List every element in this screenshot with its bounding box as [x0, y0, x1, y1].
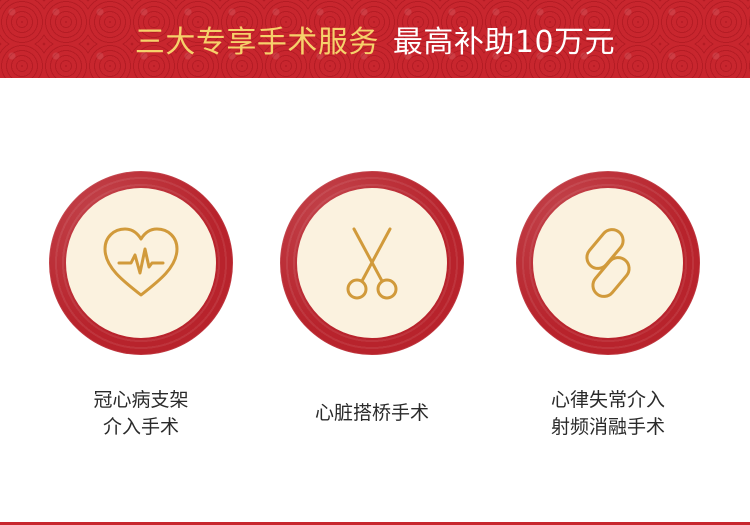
service-label-line2: 射频消融手术: [550, 416, 665, 438]
header-banner: 三大专享手术服务 最高补助10万元: [0, 0, 750, 78]
service-card-coronary-stent: [49, 171, 233, 355]
service-label-line2: 介入手术: [102, 416, 179, 438]
service-card-bypass: [280, 171, 464, 355]
service-icon-ring: [516, 171, 700, 355]
page-title: 三大专享手术服务 最高补助10万元: [0, 0, 750, 78]
service-label-coronary-stent: 冠心病支架 介入手术: [31, 387, 251, 441]
bottom-divider: [0, 522, 750, 525]
service-label-line1: 冠心病支架: [93, 389, 189, 411]
service-label-arrhythmia: 心律失常介入 射频消融手术: [498, 387, 718, 441]
title-subsidy: 最高补助10万元: [392, 25, 616, 60]
service-label-bypass: 心脏搭桥手术: [262, 400, 482, 427]
service-icon-ring: [49, 171, 233, 355]
service-icon-ring: [280, 171, 464, 355]
service-icon-disc: [66, 188, 216, 338]
service-icon-disc: [297, 188, 447, 338]
service-label-line1: 心脏搭桥手术: [314, 402, 429, 424]
link-icon: [585, 228, 631, 298]
service-label-line1: 心律失常介入: [550, 389, 665, 411]
scissors-icon: [346, 227, 398, 300]
heart-pulse-icon: [103, 227, 179, 297]
title-services: 三大专享手术服务: [134, 25, 379, 60]
service-card-arrhythmia: [516, 171, 700, 355]
service-icon-disc: [533, 188, 683, 338]
